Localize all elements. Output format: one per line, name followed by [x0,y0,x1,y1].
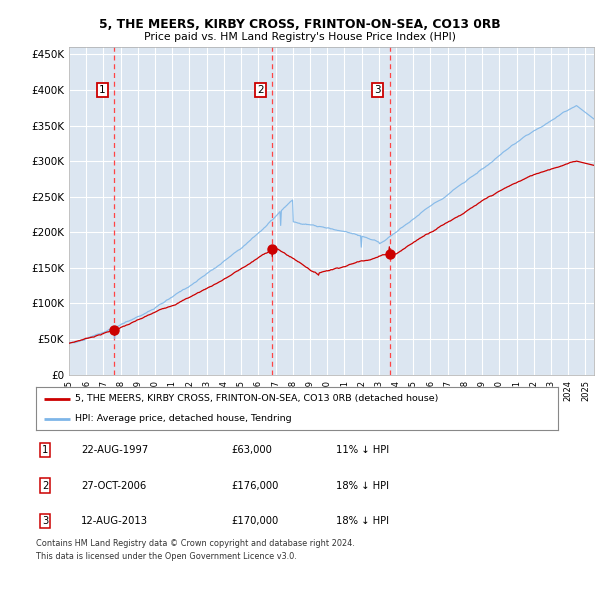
Text: 1: 1 [99,85,106,95]
Text: £63,000: £63,000 [231,445,272,455]
Text: £170,000: £170,000 [231,516,278,526]
Text: 2: 2 [42,481,48,490]
Text: 27-OCT-2006: 27-OCT-2006 [81,481,146,490]
Text: 1: 1 [42,445,48,455]
Text: £176,000: £176,000 [231,481,278,490]
Text: 18% ↓ HPI: 18% ↓ HPI [336,516,389,526]
Text: Contains HM Land Registry data © Crown copyright and database right 2024.: Contains HM Land Registry data © Crown c… [36,539,355,549]
Text: 3: 3 [42,516,48,526]
Text: 5, THE MEERS, KIRBY CROSS, FRINTON-ON-SEA, CO13 0RB: 5, THE MEERS, KIRBY CROSS, FRINTON-ON-SE… [99,18,501,31]
Text: 3: 3 [374,85,381,95]
Text: 12-AUG-2013: 12-AUG-2013 [81,516,148,526]
Text: 2: 2 [257,85,264,95]
Text: HPI: Average price, detached house, Tendring: HPI: Average price, detached house, Tend… [75,414,292,424]
Text: 11% ↓ HPI: 11% ↓ HPI [336,445,389,455]
Text: 18% ↓ HPI: 18% ↓ HPI [336,481,389,490]
Text: This data is licensed under the Open Government Licence v3.0.: This data is licensed under the Open Gov… [36,552,297,562]
Text: 5, THE MEERS, KIRBY CROSS, FRINTON-ON-SEA, CO13 0RB (detached house): 5, THE MEERS, KIRBY CROSS, FRINTON-ON-SE… [75,394,439,403]
Text: Price paid vs. HM Land Registry's House Price Index (HPI): Price paid vs. HM Land Registry's House … [144,32,456,42]
Text: 22-AUG-1997: 22-AUG-1997 [81,445,148,455]
